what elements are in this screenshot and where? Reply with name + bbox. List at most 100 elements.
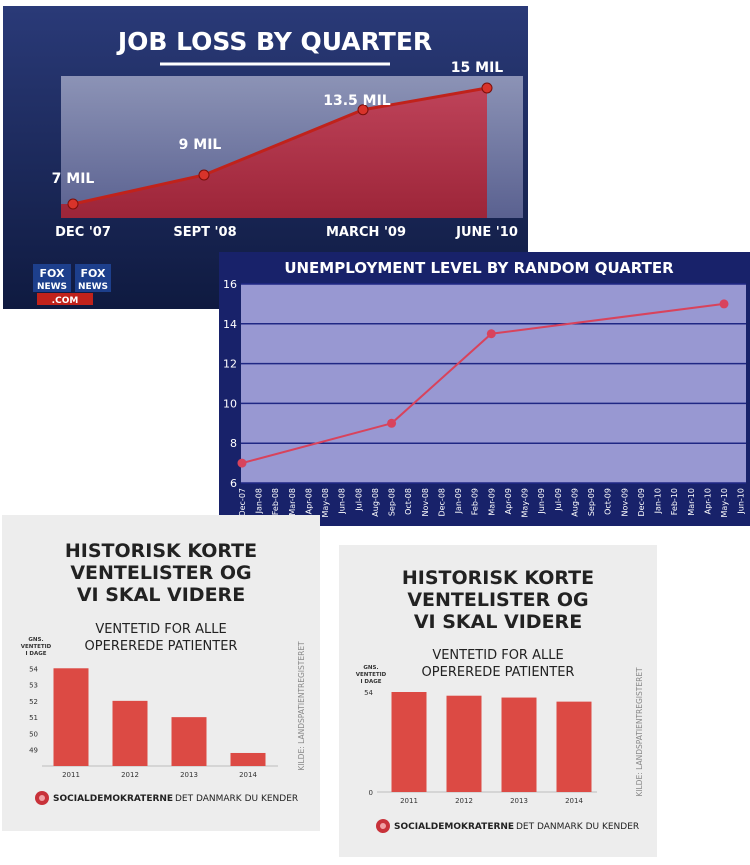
chart-subtitle: VENTETID FOR ALLE: [432, 648, 563, 663]
svg-text:FOX: FOX: [40, 267, 65, 280]
y-axis-label: GNS.: [363, 665, 378, 671]
x-tick-label: Jan-09: [454, 488, 463, 514]
fox-job-loss-chart: JOB LOSS BY QUARTER 7 MIL DEC '07 9 MIL SEP…: [3, 6, 528, 309]
x-tick-label: Nov-08: [421, 488, 430, 516]
y-tick-label: 54: [364, 689, 373, 697]
x-tick-label: 2011: [62, 771, 80, 779]
danish-bar-chart-zero-based: HISTORISK KORTE VENTELISTER OG VI SKAL VID…: [339, 545, 657, 857]
x-tick-label: Aug-09: [570, 488, 579, 517]
x-tick-label: Dec-07: [238, 488, 247, 517]
y-tick-label: 53: [29, 682, 38, 690]
x-tick-label: Mar-08: [288, 488, 297, 516]
y-tick-label: 6: [230, 477, 237, 490]
x-tick-label: Jan-10: [654, 488, 663, 514]
x-tick-label: 2013: [510, 797, 528, 805]
svg-text:NEWS: NEWS: [78, 282, 108, 292]
bar: [112, 700, 148, 766]
series-line: [241, 302, 725, 465]
y-tick-label: 12: [223, 358, 237, 371]
x-tick-label: Jun-08: [338, 488, 347, 515]
data-point: [486, 329, 496, 339]
bar: [391, 692, 427, 792]
x-tick-label: Jul-08: [354, 488, 363, 512]
x-tick-label: JUNE '10: [455, 225, 518, 240]
area-fill: [61, 88, 487, 218]
y-tick-label: 49: [29, 747, 38, 755]
x-tick-label: Jul-09: [554, 488, 563, 512]
x-tick-label: Jun-10: [737, 488, 746, 515]
brand-tagline: DET DANMARK DU KENDER: [175, 794, 298, 804]
data-label: 13.5 MIL: [323, 93, 391, 109]
x-tick-label: Apr-09: [504, 488, 513, 514]
bar: [53, 668, 89, 766]
rose-logo-icon: [380, 823, 386, 829]
svg-text:.COM: .COM: [52, 296, 79, 306]
y-tick-label: 50: [29, 730, 38, 738]
chart-title: HISTORISK KORTE: [65, 540, 257, 562]
data-label: 9 MIL: [179, 137, 222, 153]
x-tick-label: May-09: [521, 488, 530, 517]
x-tick-label: Feb-10: [670, 488, 679, 515]
fox-chart-svg: JOB LOSS BY QUARTER 7 MIL DEC '07 9 MIL SEP…: [3, 6, 528, 309]
x-tick-label: SEPT '08: [173, 225, 236, 240]
x-tick-label: DEC '07: [55, 225, 111, 240]
danish-bar-chart-truncated: HISTORISK KORTE VENTELISTER OG VI SKAL VID…: [2, 515, 320, 831]
bar: [501, 697, 537, 792]
y-tick-label: 52: [29, 698, 38, 706]
y-tick-label: 54: [29, 665, 38, 673]
chart-title: JOB LOSS BY QUARTER: [116, 27, 432, 56]
chart-subtitle: VENTETID FOR ALLE: [95, 622, 226, 637]
unemployment-chart-svg: UNEMPLOYMENT LEVEL BY RANDOM QUARTER 6 8 1…: [219, 252, 750, 526]
x-tick-label: 2011: [400, 797, 418, 805]
x-tick-label: Oct-08: [404, 488, 413, 515]
x-tick-label: 2014: [239, 771, 257, 779]
data-point: [67, 198, 79, 210]
series-line: [72, 86, 488, 206]
source-note: KILDE: LANDSPATIENTREGISTERET: [635, 667, 644, 797]
svg-text:NEWS: NEWS: [37, 282, 67, 292]
bar: [556, 701, 592, 792]
chart-title: VI SKAL VIDERE: [77, 584, 245, 606]
x-tick-label: 2012: [455, 797, 473, 805]
brand-tagline: DET DANMARK DU KENDER: [516, 822, 639, 832]
y-tick-label: 8: [230, 437, 237, 450]
fox-news-logo: FOX NEWS FOX NEWS .COM: [33, 264, 111, 306]
y-axis-label: GNS.: [28, 637, 43, 643]
y-tick-label: 14: [223, 318, 237, 331]
x-tick-label: MARCH '09: [326, 225, 406, 240]
data-point: [481, 82, 493, 94]
y-tick-label: 16: [223, 278, 237, 291]
data-label: 15 MIL: [451, 60, 503, 76]
x-tick-label: Feb-08: [271, 488, 280, 515]
data-point: [357, 104, 369, 116]
svg-text:FOX: FOX: [81, 267, 106, 280]
chart-title: HISTORISK KORTE: [402, 567, 594, 589]
source-note: KILDE: LANDSPATIENTREGISTERET: [297, 641, 306, 771]
plot-area: [241, 284, 746, 483]
chart-title: VI SKAL VIDERE: [414, 611, 582, 633]
data-point: [237, 458, 247, 468]
x-tick-label: Apr-10: [703, 488, 712, 514]
brand-name: SOCIALDEMOKRATERNE: [53, 794, 173, 804]
x-tick-label: Oct-09: [604, 488, 613, 515]
bar: [171, 717, 207, 766]
y-axis-label: I DAGE: [25, 651, 46, 657]
chart-title: VENTELISTER OG: [70, 562, 251, 584]
bar: [446, 695, 482, 792]
y-tick-label: 10: [223, 397, 237, 410]
brand-name: SOCIALDEMOKRATERNE: [394, 822, 514, 832]
y-tick-label: 51: [29, 714, 38, 722]
x-tick-label: Dec-09: [637, 488, 646, 517]
x-tick-label: May-10: [720, 488, 729, 517]
x-tick-label: Sep-09: [587, 488, 596, 516]
x-tick-label: Nov-09: [620, 488, 629, 516]
x-tick-label: Mar-09: [487, 488, 496, 516]
y-axis-label: I DAGE: [360, 679, 381, 685]
x-tick-label: Aug-08: [371, 488, 380, 517]
x-tick-label: 2013: [180, 771, 198, 779]
x-tick-label: 2014: [565, 797, 583, 805]
unemployment-chart: UNEMPLOYMENT LEVEL BY RANDOM QUARTER 6 8 1…: [219, 252, 750, 526]
x-tick-label: Dec-08: [437, 488, 446, 517]
